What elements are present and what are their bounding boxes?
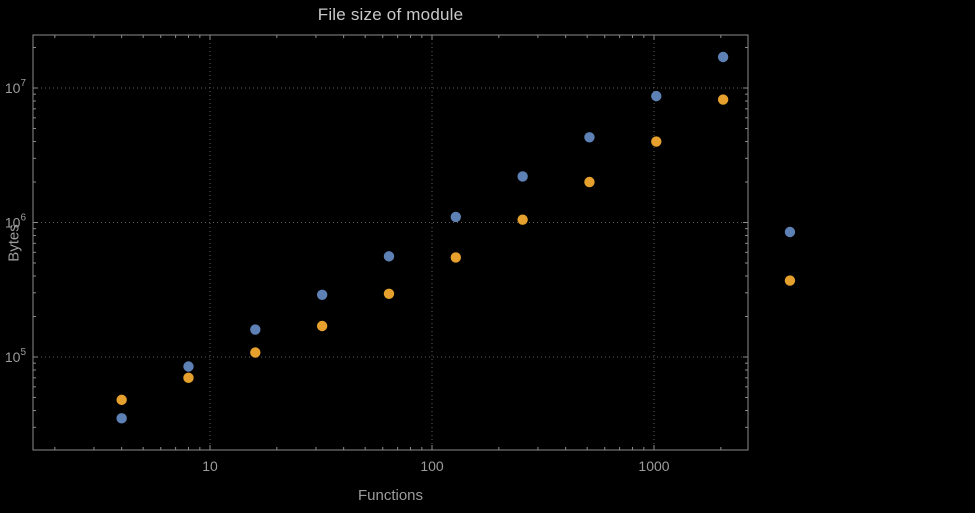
data-point-blue [183,361,194,372]
data-point-orange [450,252,462,263]
data-point-orange [517,214,528,225]
data-point-blue [316,289,328,301]
data-point-blue [717,51,729,63]
x-tick-label: 1000 [638,458,669,474]
data-point-blue [517,171,528,182]
data-point-orange [584,176,595,188]
data-point-orange [183,372,194,384]
data-point-orange [717,94,729,105]
plot-frame [32,34,749,451]
y-tick-label: 106 [5,213,27,231]
data-point-orange [250,347,261,358]
x-axis-label: Functions [357,487,424,504]
data-point-blue [450,211,462,223]
chart-title: File size of module [317,5,464,24]
data-point-blue [584,132,595,143]
data-point-orange [383,288,395,300]
x-tick-label: 10 [202,458,218,474]
data-point-orange [651,136,662,147]
data-point-blue [383,251,395,262]
y-tick-label: 107 [5,78,27,96]
data-point-orange [316,320,328,332]
data-point-orange [784,275,796,286]
data-point-blue [116,413,127,424]
data-point-blue [250,324,261,335]
data-point-blue [651,90,662,102]
y-tick-label: 105 [5,347,27,365]
x-tick-label: 100 [420,458,444,474]
data-point-orange [116,394,127,406]
data-point-blue [784,226,796,238]
